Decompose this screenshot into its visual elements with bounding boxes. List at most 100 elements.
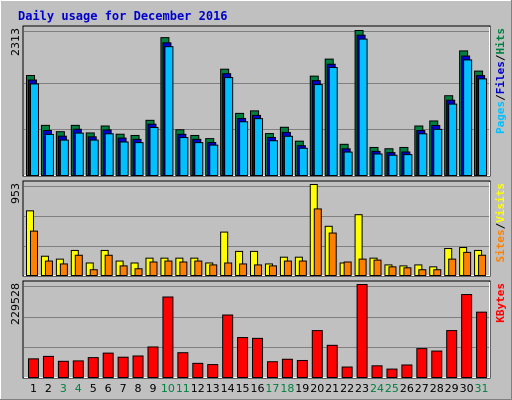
legend-files: Files — [494, 61, 507, 94]
bar-sites-day-9 — [149, 261, 158, 276]
x-tick-label-day-7: 7 — [120, 382, 127, 395]
x-tick-label-day-22: 22 — [340, 382, 354, 395]
bar-kbytes-day-23 — [356, 284, 368, 378]
bar-pages-day-5 — [89, 139, 99, 176]
bar-sites-day-28 — [433, 269, 442, 277]
bar-kbytes-day-13 — [207, 364, 219, 379]
legend-hits-files-pages: Pages/Files/Hits — [494, 28, 507, 134]
bar-pages-day-4 — [74, 132, 84, 177]
bar-kbytes-day-2 — [42, 355, 54, 378]
x-tick-label-day-12: 12 — [191, 382, 205, 395]
x-tick-label-day-5: 5 — [90, 382, 97, 395]
bar-kbytes-day-1 — [28, 358, 39, 378]
bar-kbytes-day-20 — [311, 330, 323, 379]
bar-pages-day-25 — [388, 154, 398, 176]
bar-sites-day-15 — [239, 263, 248, 277]
bar-pages-day-15 — [239, 121, 249, 177]
bar-pages-day-20 — [313, 84, 323, 176]
bar-sites-day-21 — [328, 232, 337, 277]
bar-pages-day-26 — [403, 154, 413, 177]
bar-sites-day-24 — [373, 259, 382, 276]
legend-sites-visits: Sites/Visits — [494, 183, 507, 263]
bar-sites-day-20 — [313, 208, 322, 276]
x-tick-label-day-17: 17 — [265, 382, 279, 395]
bar-kbytes-day-14 — [222, 314, 234, 379]
legend-visits: Visits — [494, 183, 507, 223]
bar-sites-day-16 — [254, 264, 263, 276]
x-tick-label-day-11: 11 — [176, 382, 190, 395]
kbytes-max-label: 229528 — [9, 283, 22, 325]
x-tick-label-day-6: 6 — [105, 382, 112, 395]
x-tick-label-day-25: 25 — [385, 382, 399, 395]
bar-sites-day-17 — [268, 265, 277, 276]
bar-kbytes-day-6 — [102, 352, 114, 379]
bar-kbytes-day-17 — [266, 361, 278, 378]
bar-pages-day-24 — [373, 153, 383, 176]
bar-kbytes-day-11 — [177, 352, 189, 378]
hits-max-label: 2313 — [9, 28, 22, 56]
bar-sites-day-3 — [59, 263, 68, 277]
x-tick-label-day-4: 4 — [75, 382, 82, 395]
bar-pages-day-1 — [30, 83, 39, 176]
bar-kbytes-day-7 — [117, 356, 129, 379]
bar-pages-day-6 — [104, 133, 114, 176]
bar-pages-day-13 — [209, 144, 219, 176]
bar-sites-day-2 — [44, 260, 53, 277]
bar-sites-day-7 — [119, 265, 128, 276]
x-tick-label-day-18: 18 — [280, 382, 294, 395]
x-tick-label-day-13: 13 — [206, 382, 220, 395]
bar-kbytes-day-18 — [281, 358, 293, 378]
bar-pages-day-29 — [448, 103, 458, 176]
bar-kbytes-day-8 — [132, 355, 144, 379]
x-tick-label-day-15: 15 — [236, 382, 250, 395]
x-tick-label-day-10: 10 — [161, 382, 175, 395]
x-tick-label-day-1: 1 — [30, 382, 37, 395]
bar-pages-day-7 — [119, 141, 129, 177]
x-tick-label-day-16: 16 — [251, 382, 265, 395]
bar-kbytes-day-22 — [341, 366, 353, 378]
bar-pages-day-2 — [44, 133, 54, 176]
x-tick-label-day-20: 20 — [310, 382, 324, 395]
bar-sites-day-29 — [448, 258, 457, 276]
bar-kbytes-day-19 — [296, 359, 308, 378]
bar-kbytes-day-29 — [446, 330, 458, 379]
bar-sites-day-10 — [164, 260, 173, 277]
bar-pages-day-27 — [418, 133, 428, 176]
bar-sites-day-13 — [209, 264, 218, 276]
bar-pages-day-22 — [343, 151, 353, 177]
bar-sites-day-11 — [179, 261, 188, 276]
x-tick-label-day-8: 8 — [135, 382, 142, 395]
bar-pages-day-18 — [283, 135, 293, 176]
bar-kbytes-day-26 — [401, 364, 413, 379]
bar-sites-day-22 — [343, 261, 352, 276]
bar-kbytes-day-25 — [386, 368, 398, 378]
legend-pages: Pages — [494, 101, 507, 134]
bar-pages-day-11 — [179, 137, 189, 177]
bar-kbytes-day-31 — [476, 311, 488, 378]
x-tick-label-day-27: 27 — [415, 382, 429, 395]
bar-kbytes-day-3 — [57, 360, 69, 378]
x-tick-label-day-2: 2 — [45, 382, 52, 395]
legend-hits: Hits — [494, 28, 507, 55]
bar-sites-day-27 — [418, 269, 427, 277]
x-tick-label-day-26: 26 — [400, 382, 414, 395]
bar-kbytes-day-12 — [192, 362, 204, 379]
bar-kbytes-day-9 — [147, 346, 159, 379]
bar-sites-day-14 — [224, 262, 233, 276]
x-tick-label-day-31: 31 — [475, 382, 489, 395]
bar-pages-day-8 — [134, 142, 144, 176]
bar-pages-day-14 — [224, 77, 234, 176]
x-tick-label-day-3: 3 — [60, 382, 67, 395]
bar-pages-day-16 — [254, 118, 264, 177]
x-tick-label-day-29: 29 — [445, 382, 459, 395]
bar-pages-day-3 — [59, 139, 69, 176]
chart-title: Daily usage for December 2016 — [18, 9, 228, 23]
bar-sites-day-6 — [104, 254, 113, 277]
bar-sites-day-25 — [388, 266, 397, 277]
bar-kbytes-day-16 — [252, 337, 264, 378]
bar-kbytes-day-24 — [371, 365, 383, 379]
x-tick-label-day-19: 19 — [295, 382, 309, 395]
bar-sites-day-8 — [134, 268, 143, 276]
